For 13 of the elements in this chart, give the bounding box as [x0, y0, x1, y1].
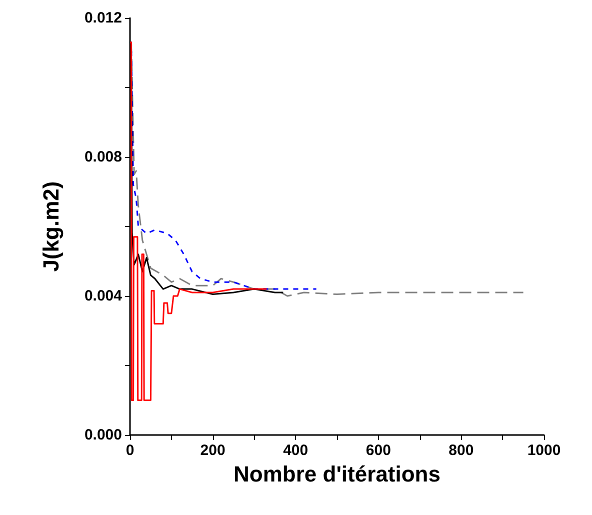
line-series: [129, 42, 268, 401]
x-tick-label: 0: [126, 442, 134, 459]
x-tick-label: 1000: [527, 442, 561, 459]
y-tick-label: 0.012: [84, 10, 122, 26]
x-tick-label: 800: [448, 442, 474, 459]
y-tick-label: 0.004: [84, 288, 123, 304]
y-axis-title: J(kg.m2): [38, 181, 64, 272]
x-tick-label: 400: [283, 442, 308, 459]
x-tick-label: 600: [366, 442, 391, 459]
y-tick-label: 0.008: [84, 148, 122, 166]
x-tick-label: 200: [200, 442, 226, 459]
y-tick-label: 0.000: [84, 426, 122, 444]
x-axis-title: Nombre d'itérations: [234, 462, 440, 486]
